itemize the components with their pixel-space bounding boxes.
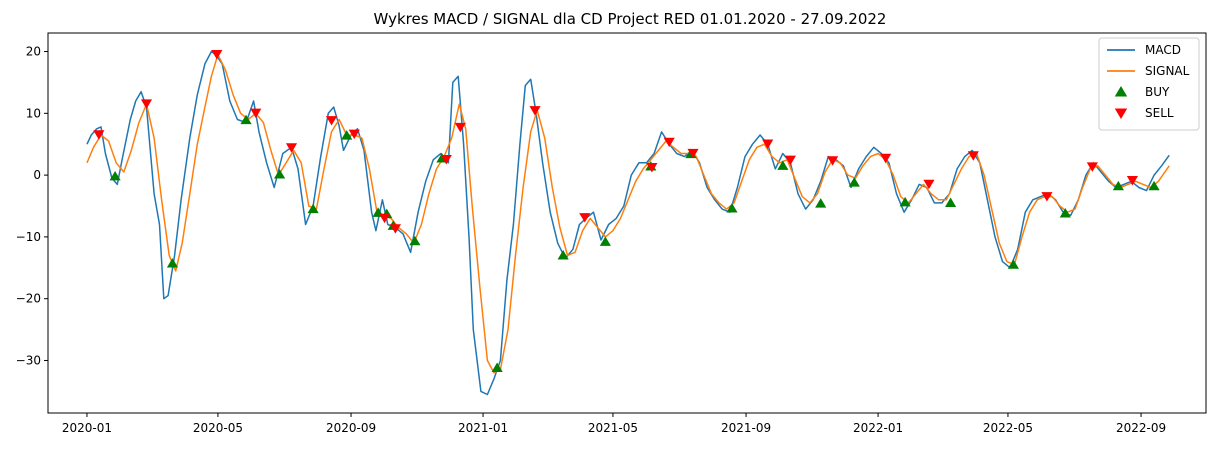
plot-frame	[47, 32, 1207, 414]
buy-marker	[491, 362, 503, 372]
sell-marker	[646, 163, 658, 173]
sell-marker	[579, 213, 591, 223]
buy-marker	[1112, 180, 1124, 191]
buy-marker	[307, 203, 319, 214]
series-line-macd	[86, 50, 1170, 396]
series-line-signal	[86, 53, 1170, 374]
legend-entry-macd: MACD	[1107, 43, 1181, 57]
y-axis: 20 10 0 −10 −20 −30	[16, 45, 48, 367]
markers-layer	[93, 49, 1160, 372]
x-tick-label: 2021-09	[721, 421, 771, 435]
sell-marker	[454, 122, 466, 133]
sell-marker	[827, 156, 839, 166]
sell-marker	[923, 179, 935, 190]
sell-marker	[784, 155, 796, 166]
legend-label: SIGNAL	[1145, 64, 1190, 78]
legend-entry-buy: BUY	[1114, 85, 1170, 99]
y-tick-label: −30	[16, 353, 41, 367]
buy-marker	[341, 130, 353, 140]
series-layer	[86, 50, 1170, 396]
legend-marker-swatch	[1114, 86, 1128, 97]
sell-marker	[389, 224, 401, 234]
legend-entry-signal: SIGNAL	[1107, 64, 1190, 78]
sell-marker	[140, 99, 153, 109]
sell-marker	[663, 137, 675, 148]
buy-marker	[409, 235, 421, 246]
sell-marker	[93, 130, 105, 140]
legend-box	[1098, 37, 1200, 131]
x-tick-label: 2022-01	[853, 421, 903, 435]
x-tick-label: 2022-09	[1116, 421, 1166, 435]
buy-marker	[945, 197, 957, 207]
buy-marker	[599, 236, 611, 246]
buy-marker	[726, 203, 738, 213]
x-tick-label: 2021-01	[458, 421, 508, 435]
sell-marker	[687, 148, 699, 159]
buy-marker	[777, 160, 789, 170]
legend-marker-swatch	[1114, 108, 1128, 119]
sell-marker	[1041, 192, 1053, 202]
sell-marker	[285, 143, 298, 153]
chart-title: Wykres MACD / SIGNAL dla CD Project RED …	[374, 10, 887, 28]
sell-marker	[440, 154, 452, 165]
sell-marker	[1086, 162, 1098, 172]
sell-marker	[211, 49, 223, 60]
plot-area	[47, 32, 1207, 414]
x-tick-label: 2022-05	[983, 421, 1033, 435]
y-tick-label: 20	[26, 45, 41, 59]
x-axis: 2020-01 2020-05 2020-09 2021-01 2021-05 2021-…	[62, 413, 1166, 435]
y-tick-label: −10	[16, 230, 41, 244]
buy-marker	[557, 250, 569, 260]
x-tick-label: 2021-05	[588, 421, 638, 435]
buy-marker	[1059, 208, 1071, 218]
sell-marker	[762, 139, 774, 150]
sell-marker	[250, 108, 262, 119]
sell-marker	[378, 213, 391, 224]
x-tick-label: 2020-01	[62, 421, 112, 435]
sell-marker	[967, 151, 979, 161]
sell-marker	[529, 106, 541, 116]
y-tick-label: 0	[33, 168, 41, 182]
buy-marker	[899, 196, 911, 207]
y-tick-label: 10	[26, 106, 41, 120]
legend-label: MACD	[1145, 43, 1181, 57]
sell-marker	[880, 153, 892, 164]
buy-marker	[166, 258, 179, 268]
buy-marker	[848, 177, 860, 187]
buy-marker	[1007, 259, 1019, 269]
buy-marker	[274, 169, 286, 179]
buy-marker	[815, 198, 827, 208]
buy-marker	[1148, 180, 1160, 191]
sell-marker	[348, 129, 360, 140]
x-tick-label: 2020-05	[193, 421, 243, 435]
legend-label: SELL	[1145, 106, 1174, 120]
legend-label: BUY	[1145, 85, 1170, 99]
buy-marker	[240, 114, 252, 125]
x-tick-label: 2020-09	[326, 421, 376, 435]
buy-marker	[109, 170, 121, 181]
sell-marker	[325, 116, 338, 126]
sell-marker	[1126, 176, 1138, 186]
legend-entry-sell: SELL	[1114, 106, 1174, 120]
legend: MACD SIGNAL BUY SELL	[1098, 37, 1200, 131]
y-tick-label: −20	[16, 292, 41, 306]
